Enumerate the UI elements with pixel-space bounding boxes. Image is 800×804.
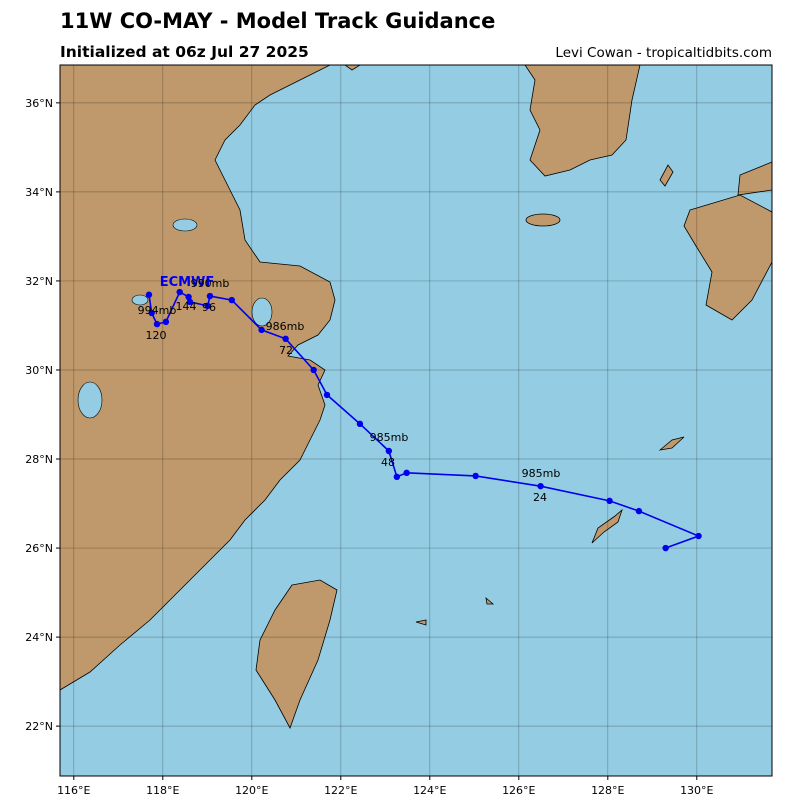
track-point [204, 302, 211, 310]
x-tick-label: 128°E [591, 784, 624, 797]
annotation: 985mb [522, 467, 561, 480]
annotation: 72 [279, 344, 293, 357]
track-point [206, 292, 214, 300]
track-point [310, 366, 317, 374]
chart-title: 11W CO-MAY - Model Track Guidance [60, 9, 495, 33]
x-tick-label: 126°E [502, 784, 535, 797]
y-tick-label: 22°N [25, 720, 53, 733]
track-point [185, 293, 192, 301]
track-point [606, 497, 613, 505]
y-tick-label: 26°N [25, 542, 53, 555]
x-tick-label: 124°E [413, 784, 446, 797]
annotation: 144 [176, 300, 197, 313]
annotation: 986mb [266, 320, 305, 333]
track-point [662, 544, 669, 552]
track-point [385, 447, 393, 455]
x-tick-label: 130°E [680, 784, 713, 797]
track-point [635, 507, 643, 515]
track-point [403, 469, 410, 477]
y-tick-label: 36°N [25, 97, 53, 110]
annotation: 24 [533, 491, 547, 504]
track-point [323, 391, 331, 399]
x-tick-label: 122°E [324, 784, 357, 797]
track-line [148, 290, 701, 549]
track-point [153, 320, 161, 328]
track-point [186, 298, 194, 306]
legend-label: ECMWF [160, 275, 215, 290]
y-tick-label: 24°N [25, 631, 53, 644]
land [60, 65, 772, 729]
x-tick-label: 118°E [146, 784, 179, 797]
annotation: 96 [202, 301, 216, 314]
credit: Levi Cowan - tropicaltidbits.com [555, 45, 772, 61]
x-tick-label: 116°E [57, 784, 90, 797]
annotation: 990mb [191, 277, 230, 290]
track-point [176, 288, 183, 296]
track-point [148, 309, 155, 317]
annotation: 994mb [138, 304, 177, 317]
chart-subtitle: Initialized at 06z Jul 27 2025 [60, 43, 309, 61]
track-point [228, 296, 235, 304]
track-point [537, 482, 544, 490]
track-point [282, 335, 289, 343]
track-point [472, 472, 479, 480]
y-tick-label: 34°N [25, 186, 53, 199]
y-tick-label: 30°N [25, 364, 53, 377]
track-point [258, 326, 265, 334]
annotation: 48 [381, 456, 395, 469]
track-point [162, 318, 170, 326]
annotation: 985mb [370, 431, 409, 444]
y-tick-label: 32°N [25, 275, 53, 288]
track-point [356, 420, 364, 428]
x-tick-label: 120°E [235, 784, 268, 797]
annotation: 120 [146, 329, 167, 342]
track-point [393, 473, 401, 481]
track-point [695, 532, 702, 540]
y-tick-label: 28°N [25, 453, 53, 466]
track-point [145, 291, 153, 298]
frame [59, 64, 773, 777]
